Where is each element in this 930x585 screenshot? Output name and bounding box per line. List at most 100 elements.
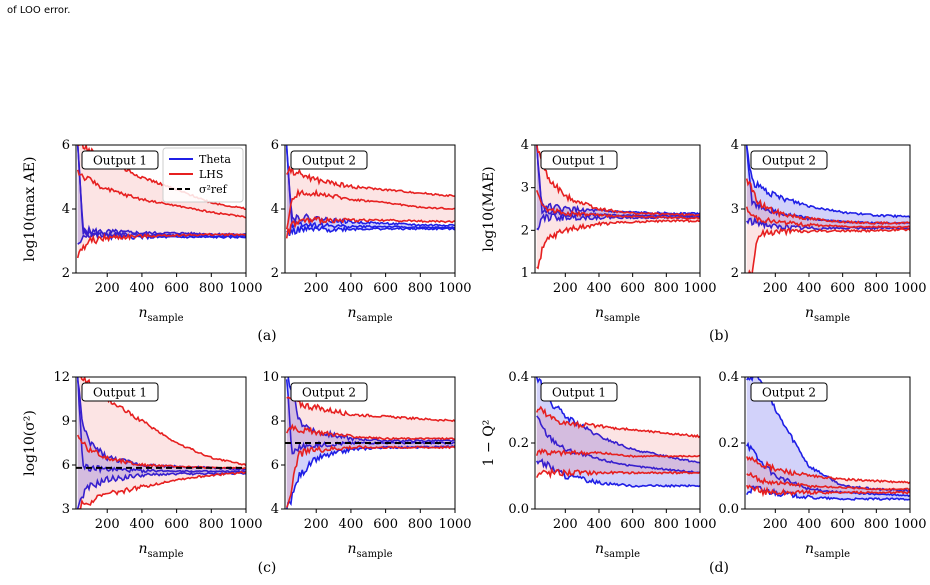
x-tick-label: 800	[199, 517, 224, 532]
output-label-box	[290, 150, 368, 170]
x-tick-label: 600	[164, 517, 189, 532]
series-line-lhs-lower	[76, 232, 246, 259]
series-line-theta-lower	[746, 215, 910, 232]
x-axis-label: nsample	[595, 305, 640, 324]
axes-frame	[75, 376, 247, 510]
band-lhs	[536, 145, 700, 269]
series-line-lhs-median	[745, 206, 910, 229]
legend-label: σ²ref	[199, 183, 228, 196]
chart-panel-6: 200 400 600 800 1000 4 6 8 10 nsample Output 2	[262, 370, 471, 560]
series-line-lhs-upper	[286, 394, 455, 423]
x-tick-label: 800	[408, 517, 433, 532]
x-tick-label: 600	[373, 281, 398, 296]
subfigure-label: (a)	[257, 328, 276, 344]
axes-frame	[534, 144, 701, 274]
output-label-box	[750, 382, 828, 402]
chart-panel-4: 200 400 600 800 1000 2 3 4 nsample Output 2	[731, 138, 927, 324]
x-tick-label: 1000	[893, 517, 926, 532]
x-axis-label: nsample	[595, 541, 640, 560]
band-theta	[536, 377, 700, 487]
output-label-box	[540, 382, 618, 402]
y-tick-label: 6	[271, 138, 279, 153]
y-tick-label: 2	[271, 266, 279, 281]
series-line-lhs-median	[285, 187, 455, 230]
output-label: Output 1	[552, 386, 606, 400]
x-tick-label: 1000	[438, 517, 471, 532]
x-tick-label: 200	[304, 517, 329, 532]
y-tick-label: 2	[62, 266, 70, 281]
plot-area	[285, 377, 455, 509]
band-lhs	[77, 145, 246, 258]
y-tick-label: 0.0	[718, 502, 739, 517]
series-line-theta-lower	[746, 485, 910, 501]
output-label-box	[290, 382, 368, 402]
y-axis-label: log10(σ²)	[22, 410, 38, 476]
legend-label: LHS	[199, 168, 223, 181]
y-tick-label: 4	[271, 502, 279, 517]
x-tick-label: 400	[339, 517, 364, 532]
series-line-lhs-median	[285, 423, 455, 441]
y-tick-label: 4	[62, 202, 70, 217]
y-tick-label: 1	[521, 266, 529, 281]
plot-area	[535, 377, 700, 488]
y-tick-label: 3	[731, 202, 739, 217]
y-tick-label: 10	[262, 370, 279, 385]
x-axis-label: nsample	[347, 541, 392, 560]
x-tick-label: 1000	[683, 517, 716, 532]
subfigure-label: (b)	[709, 328, 729, 344]
y-tick-label: 3	[521, 181, 529, 196]
series-line-lhs-upper	[286, 165, 455, 198]
x-tick-label: 1000	[229, 281, 262, 296]
y-tick-label: 2	[521, 223, 529, 238]
x-tick-label: 400	[130, 517, 155, 532]
output-label: Output 2	[302, 386, 356, 400]
x-tick-label: 200	[763, 281, 788, 296]
series-line-lhs-median	[535, 190, 700, 220]
plot-area	[76, 377, 246, 509]
legend-box	[162, 147, 244, 203]
y-tick-label: 4	[731, 138, 739, 153]
x-tick-label: 600	[830, 281, 855, 296]
x-tick-label: 600	[620, 281, 645, 296]
output-label: Output 1	[552, 154, 606, 168]
y-tick-label: 12	[53, 370, 70, 385]
band-theta	[746, 145, 910, 230]
series-line-theta-median	[76, 377, 246, 474]
legend-label: Theta	[199, 153, 231, 166]
series-line-theta-median	[536, 145, 700, 218]
output-label: Output 2	[762, 154, 816, 168]
chart-panel-5: 200 400 600 800 1000 3 6 9 12 nsample log10(σ²) Out…	[22, 370, 263, 560]
x-tick-label: 200	[553, 281, 578, 296]
x-tick-label: 200	[95, 517, 120, 532]
series-line-lhs-lower	[78, 471, 246, 509]
series-line-theta-median	[285, 145, 455, 230]
x-tick-label: 400	[587, 517, 612, 532]
series-line-lhs-upper	[745, 455, 910, 485]
chart-panel-7: 200 400 600 800 1000 0.0 0.2 0.4 nsample 1 − Q² Ou…	[481, 370, 717, 560]
y-tick-label: 2	[731, 266, 739, 281]
band-lhs	[746, 456, 910, 495]
x-tick-label: 600	[373, 517, 398, 532]
plot-area	[745, 377, 910, 501]
band-lhs	[286, 396, 455, 508]
x-tick-label: 400	[587, 281, 612, 296]
x-tick-label: 200	[763, 517, 788, 532]
x-tick-label: 600	[830, 517, 855, 532]
chart-panel-2: 200 400 600 800 1000 2 4 6 nsample Output 2	[271, 138, 472, 324]
x-tick-label: 1000	[229, 517, 262, 532]
series-line-theta-median	[536, 415, 700, 474]
y-axis-label: 1 − Q²	[481, 420, 497, 467]
output-label-box	[81, 382, 159, 402]
x-tick-label: 1000	[438, 281, 471, 296]
y-tick-label: 6	[271, 458, 279, 473]
y-tick-label: 4	[521, 138, 529, 153]
y-axis-label: log10(MAE)	[481, 166, 497, 251]
x-tick-label: 400	[339, 281, 364, 296]
x-axis-label: nsample	[138, 541, 183, 560]
series-line-lhs-lower	[748, 227, 910, 273]
x-tick-label: 400	[797, 281, 822, 296]
plot-area	[535, 145, 700, 270]
y-axis-label: log10(max AE)	[22, 157, 38, 262]
x-axis-label: nsample	[805, 305, 850, 324]
legend: Theta LHS σ²ref	[162, 147, 244, 203]
